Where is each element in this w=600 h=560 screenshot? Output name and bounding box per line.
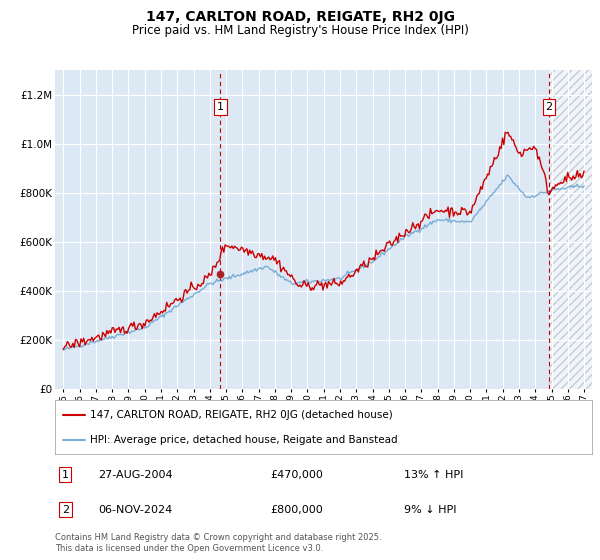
Text: 147, CARLTON ROAD, REIGATE, RH2 0JG (detached house): 147, CARLTON ROAD, REIGATE, RH2 0JG (det… <box>90 410 393 421</box>
Text: 9% ↓ HPI: 9% ↓ HPI <box>404 505 457 515</box>
Text: 27-AUG-2004: 27-AUG-2004 <box>98 470 173 480</box>
Text: HPI: Average price, detached house, Reigate and Banstead: HPI: Average price, detached house, Reig… <box>90 435 398 445</box>
Text: 1: 1 <box>217 102 224 112</box>
Text: 147, CARLTON ROAD, REIGATE, RH2 0JG: 147, CARLTON ROAD, REIGATE, RH2 0JG <box>146 10 455 24</box>
Text: £800,000: £800,000 <box>270 505 323 515</box>
Text: 06-NOV-2024: 06-NOV-2024 <box>98 505 172 515</box>
Text: 13% ↑ HPI: 13% ↑ HPI <box>404 470 464 480</box>
Text: Contains HM Land Registry data © Crown copyright and database right 2025.
This d: Contains HM Land Registry data © Crown c… <box>55 533 382 553</box>
Text: 2: 2 <box>62 505 69 515</box>
Text: £470,000: £470,000 <box>270 470 323 480</box>
Bar <box>549 70 592 389</box>
Text: 2: 2 <box>545 102 553 112</box>
Text: 1: 1 <box>62 470 68 480</box>
Text: Price paid vs. HM Land Registry's House Price Index (HPI): Price paid vs. HM Land Registry's House … <box>131 24 469 36</box>
